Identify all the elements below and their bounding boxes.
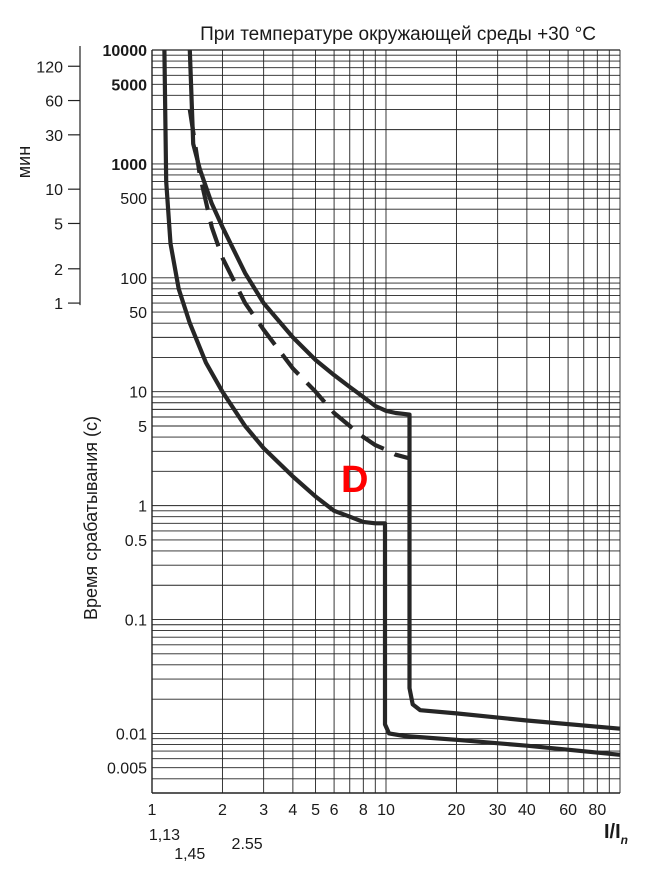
x-extra-tick-label: 1,13 [149, 827, 180, 844]
y-tick-label: 10000 [103, 43, 148, 60]
y-tick-label: 1 [138, 499, 147, 516]
chart-title: При температуре окружающей среды +30 °C [200, 24, 596, 45]
y-minutes-axis-label: мин [14, 146, 34, 178]
y-tick-label: 10 [129, 385, 147, 402]
minor-grid [151, 49, 621, 794]
x-tick-label: 80 [588, 802, 606, 819]
curve-solid-2 [187, 49, 621, 731]
y-tick-label: 500 [120, 191, 147, 208]
x-axis-label: I/In [604, 821, 628, 847]
y-tick-label: 0.5 [125, 533, 147, 550]
x-tick-label: 10 [377, 802, 395, 819]
x-axis-label-subscript: n [621, 833, 628, 847]
curve-solid-1 [162, 49, 621, 757]
x-tick-label: 6 [330, 802, 339, 819]
x-tick-label: 30 [489, 802, 507, 819]
x-tick-label: 20 [448, 802, 466, 819]
y-tick-label: 50 [129, 305, 147, 322]
curve-dashed-3 [187, 109, 411, 461]
minutes-tick-label: 30 [45, 128, 63, 145]
minutes-tick-label: 60 [45, 94, 63, 111]
x-tick-label: 4 [288, 802, 297, 819]
x-extra-tick-label: 2.55 [232, 836, 263, 853]
y-tick-label: 0.01 [116, 726, 147, 743]
x-tick-label: 2 [218, 802, 227, 819]
y-minutes-axis: 120 60 30 10 5 2 1 [36, 46, 81, 313]
curves [162, 49, 621, 757]
y-tick-label: 0.1 [125, 613, 147, 630]
x-tick-label: 1 [148, 802, 157, 819]
x-tick-label: 3 [259, 802, 268, 819]
x-tick-label: 40 [518, 802, 536, 819]
y-tick-label: 1000 [111, 157, 147, 174]
y-tick-label: 100 [120, 271, 147, 288]
x-tick-labels: 1 2 3 4 5 6 8 10 20 30 40 60 80 [148, 802, 607, 819]
x-extra-tick-labels: 1,13 1,45 2.55 [149, 827, 263, 863]
y-tick-label: 5 [138, 419, 147, 436]
x-extra-tick-label: 1,45 [174, 846, 205, 863]
x-tick-label: 8 [359, 802, 368, 819]
y-seconds-tick-labels: 10000 5000 1000 500 100 50 10 5 1 0.5 0.1 0.01 0.005 [103, 43, 148, 778]
minutes-tick-label: 5 [54, 216, 63, 233]
y-tick-label: 5000 [111, 77, 147, 94]
minutes-tick-label: 1 [54, 296, 63, 313]
major-grid [151, 49, 620, 794]
x-tick-label: 5 [311, 802, 320, 819]
curve-label: D [341, 459, 368, 501]
minutes-tick-label: 2 [54, 262, 63, 279]
y-tick-label: 0.005 [107, 761, 147, 778]
x-tick-label: 60 [559, 802, 577, 819]
minutes-tick-label: 10 [45, 182, 63, 199]
minutes-tick-label: 120 [36, 59, 63, 76]
x-axis-label-main: I/I [604, 821, 621, 843]
y-seconds-axis-label: Время срабатывания (с) [81, 416, 101, 620]
